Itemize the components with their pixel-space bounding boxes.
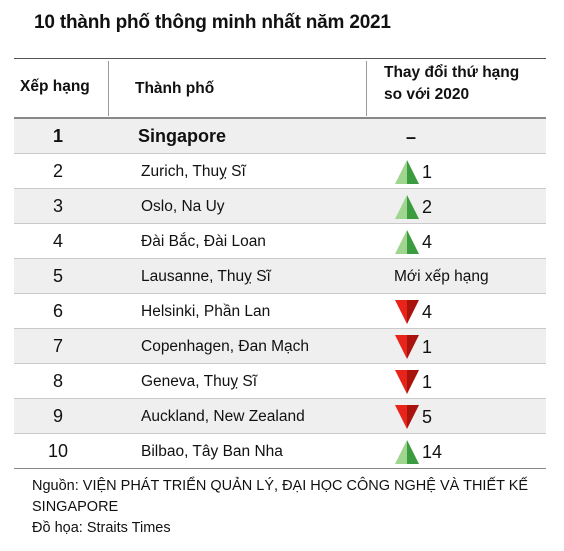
- city-cell: Đài Bắc, Đài Loan: [141, 233, 266, 250]
- rank-cell: 2: [52, 161, 63, 181]
- rank-cell: 7: [52, 336, 63, 356]
- change-cell: 5: [394, 403, 432, 431]
- change-value: 1: [422, 161, 433, 182]
- change-cell: Mới xếp hạng: [394, 263, 489, 291]
- change-cell: –: [394, 123, 416, 151]
- city-cell: Bilbao, Tây Ban Nha: [141, 443, 283, 460]
- header-rank: Xếp hạng: [20, 78, 90, 95]
- change-cell: 2: [394, 193, 432, 221]
- rank-cell: 4: [52, 231, 63, 251]
- rank-cell: 3: [52, 196, 63, 216]
- rank-cell: 8: [52, 371, 63, 391]
- change-cell: 1: [394, 333, 432, 361]
- up-arrow-icon: [395, 195, 419, 219]
- header-city: Thành phố: [135, 80, 215, 97]
- header-change-line2: so với 2020: [384, 86, 470, 103]
- down-arrow-icon: [395, 405, 419, 429]
- city-cell: Helsinki, Phần Lan: [141, 303, 271, 320]
- rank-cell: 10: [47, 441, 69, 461]
- down-arrow-icon: [395, 300, 419, 324]
- table-row: 6 Helsinki, Phần Lan 4: [14, 293, 546, 328]
- change-value: 4: [422, 231, 433, 252]
- table-row: 3 Oslo, Na Uy 2: [14, 188, 546, 223]
- city-cell: Oslo, Na Uy: [141, 198, 225, 215]
- change-value: 4: [422, 301, 433, 322]
- change-value: 5: [422, 406, 433, 427]
- city-cell: Copenhagen, Đan Mạch: [141, 338, 310, 355]
- table-row: 1 Singapore –: [14, 117, 546, 153]
- rank-cell: 5: [52, 266, 63, 286]
- city-cell: Singapore: [138, 126, 227, 146]
- city-cell: Zurich, Thuỵ Sĩ: [141, 163, 246, 180]
- change-cell: 14: [394, 438, 442, 466]
- new-entry-label: Mới xếp hạng: [394, 268, 489, 285]
- table-row: 2 Zurich, Thuỵ Sĩ 1: [14, 153, 546, 188]
- change-cell: 4: [394, 298, 432, 326]
- header-top-rule: [14, 58, 546, 59]
- change-value: 1: [422, 371, 433, 392]
- down-arrow-icon: [395, 335, 419, 359]
- change-cell: 1: [394, 368, 432, 396]
- table-row: 4 Đài Bắc, Đài Loan 4: [14, 223, 546, 258]
- source-note: Nguồn: VIỆN PHÁT TRIỂN QUẢN LÝ, ĐẠI HỌC …: [32, 478, 529, 515]
- table-row: 7 Copenhagen, Đan Mạch 1: [14, 328, 546, 363]
- city-cell: Lausanne, Thuỵ Sĩ: [141, 268, 271, 285]
- header-change: Thay đổi thứ hạng so với 2020: [384, 62, 519, 106]
- city-cell: Auckland, New Zealand: [141, 408, 305, 425]
- footer: Nguồn: VIỆN PHÁT TRIỂN QUẢN LÝ, ĐẠI HỌC …: [32, 476, 532, 539]
- table-row: 9 Auckland, New Zealand 5: [14, 398, 546, 433]
- graphic-credit: Đồ họa: Straits Times: [32, 520, 171, 536]
- header-divider-2: [366, 61, 367, 116]
- up-arrow-icon: [395, 160, 419, 184]
- change-cell: 1: [394, 158, 432, 186]
- header-divider-1: [108, 61, 109, 116]
- rank-cell: 9: [52, 406, 63, 426]
- down-arrow-icon: [395, 370, 419, 394]
- up-arrow-icon: [395, 230, 419, 254]
- rank-cell: 6: [52, 301, 63, 321]
- change-value: 2: [422, 196, 433, 217]
- table-row: 5 Lausanne, Thuỵ Sĩ Mới xếp hạng: [14, 258, 546, 293]
- change-value: 14: [422, 441, 443, 462]
- ranking-table-body: 1 Singapore – 2 Zurich, Thuỵ Sĩ 1 3 Oslo, Na Uy…: [14, 117, 546, 469]
- header-change-line1: Thay đổi thứ hạng: [384, 64, 520, 81]
- up-arrow-icon: [395, 440, 419, 464]
- chart-title: 10 thành phố thông minh nhất năm 2021: [34, 12, 391, 33]
- rank-cell: 1: [52, 126, 63, 146]
- city-cell: Geneva, Thuỵ Sĩ: [141, 373, 258, 390]
- change-value: 1: [422, 336, 433, 357]
- table-row: 10 Bilbao, Tây Ban Nha 14: [14, 433, 546, 469]
- change-cell: 4: [394, 228, 432, 256]
- table-row: 8 Geneva, Thuỵ Sĩ 1: [14, 363, 546, 398]
- no-change-mark: –: [406, 126, 417, 147]
